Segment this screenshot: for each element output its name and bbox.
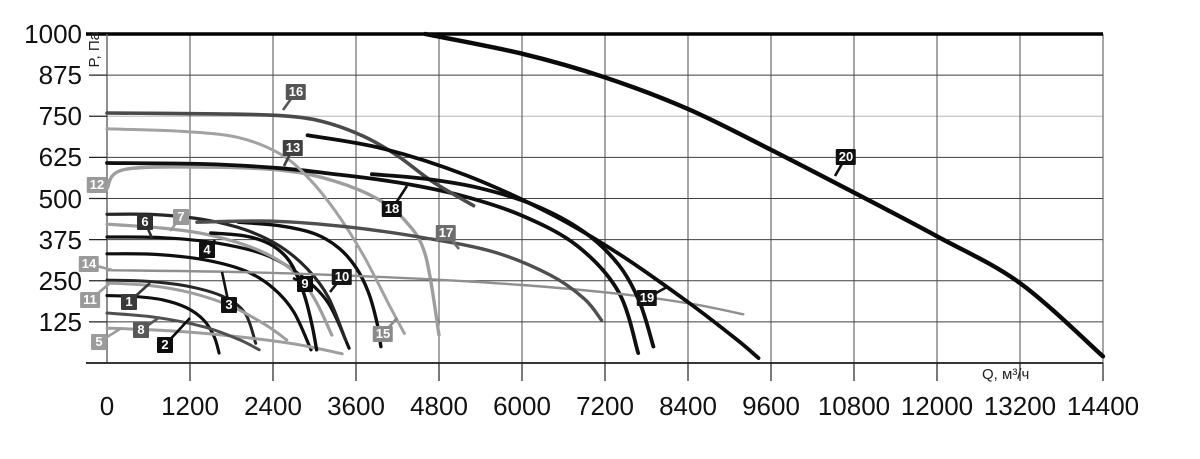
x-tick-label: 9600 xyxy=(742,391,800,421)
curve-tag-13: 13 xyxy=(282,140,304,156)
curve-tag-7: 7 xyxy=(173,209,189,225)
y-tick-label: 500 xyxy=(38,183,82,214)
curve-tag-11: 11 xyxy=(80,292,100,308)
curve-tag-15: 15 xyxy=(372,326,394,342)
curve-tag-20: 20 xyxy=(835,149,857,165)
curve-tag-5: 5 xyxy=(91,334,107,350)
curve-tag-2: 2 xyxy=(157,337,173,353)
x-tick-label: 2400 xyxy=(244,391,302,421)
curve-tag-6: 6 xyxy=(137,214,153,230)
curve-tag-3: 3 xyxy=(221,297,237,313)
curve-20 xyxy=(423,31,1106,359)
y-tick-label: 875 xyxy=(38,60,82,91)
y-tick-label: 375 xyxy=(38,224,82,255)
curve-tag-14: 14 xyxy=(78,256,100,272)
curve-tag-19: 19 xyxy=(636,290,658,306)
y-tick-label: 125 xyxy=(38,306,82,337)
curve-9 xyxy=(209,231,319,352)
curve-tag-8: 8 xyxy=(133,322,149,338)
x-tick-label: 14400 xyxy=(1066,391,1140,421)
curve-tag-10: 10 xyxy=(331,269,353,285)
curve-13 xyxy=(105,161,641,355)
curve-18 xyxy=(370,172,656,349)
curve-tag-1: 1 xyxy=(121,294,137,310)
curve-6 xyxy=(105,212,348,342)
x-tick-label: 10800 xyxy=(817,391,891,421)
curve-3 xyxy=(105,252,313,352)
curve-19 xyxy=(305,133,761,360)
curve-tag-17: 17 xyxy=(435,225,457,241)
curve-7 xyxy=(105,222,334,337)
x-tick-label: 13200 xyxy=(983,391,1057,421)
curve-tag-9: 9 xyxy=(297,276,313,292)
x-tick-label: 3600 xyxy=(327,391,385,421)
x-tick-label: 1200 xyxy=(161,391,219,421)
x-tick-label: 6000 xyxy=(493,391,551,421)
y-tick-label: 750 xyxy=(38,101,82,132)
curve-8 xyxy=(105,311,261,352)
y-tick-label: 250 xyxy=(38,265,82,296)
curve-11 xyxy=(105,281,289,342)
y-axis-title: P, Па xyxy=(86,32,103,68)
curve-15 xyxy=(105,127,406,335)
x-tick-label: 7200 xyxy=(576,391,634,421)
curve-tag-12: 12 xyxy=(86,177,108,193)
curve-tag-16: 16 xyxy=(285,84,307,100)
curve-tag-18: 18 xyxy=(381,201,403,217)
x-tick-label: 8400 xyxy=(659,391,717,421)
curve-10 xyxy=(236,220,383,349)
x-tick-label: 4800 xyxy=(410,391,468,421)
curve-17 xyxy=(195,219,604,322)
curve-tag-4: 4 xyxy=(199,242,215,258)
y-tick-label: 625 xyxy=(38,142,82,173)
curve-14 xyxy=(105,269,745,316)
x-axis-title: Q, м³/ч xyxy=(982,366,1030,383)
y-tick-label: 1000 xyxy=(24,19,82,49)
x-tick-label: 12000 xyxy=(900,391,974,421)
curve-1 xyxy=(105,278,258,345)
curve-12 xyxy=(105,165,441,337)
x-tick-label: 0 xyxy=(99,391,115,421)
